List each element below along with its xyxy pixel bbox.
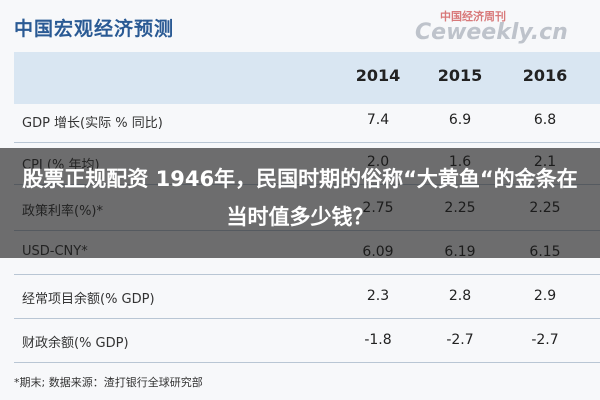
row-divider bbox=[14, 318, 600, 319]
column-header: 2016 bbox=[522, 66, 568, 85]
table-header bbox=[14, 52, 600, 104]
table-cell: 6.9 bbox=[448, 112, 472, 128]
row-label: 财政余额(% GDP) bbox=[22, 336, 129, 351]
watermark: Ceweekly.cn bbox=[415, 20, 568, 45]
title: 中国宏观经济预测 bbox=[14, 18, 175, 40]
row-label: GDP 增长(实际 % 同比) bbox=[22, 116, 163, 131]
table-cell: 7.4 bbox=[366, 112, 390, 128]
table-cell: -1.8 bbox=[364, 332, 392, 348]
watermark: 中国经济周刊 bbox=[440, 10, 506, 23]
row-divider bbox=[14, 362, 600, 363]
row-divider bbox=[14, 142, 600, 143]
table-cell: 2.3 bbox=[366, 288, 390, 304]
row-label: 经常项目余额(% GDP) bbox=[22, 292, 155, 307]
table-cell: 6.8 bbox=[533, 112, 557, 128]
footnote: *期末; 数据来源：渣打银行全球研究部 bbox=[14, 376, 203, 389]
column-header: 2014 bbox=[355, 66, 401, 85]
table-cell: -2.7 bbox=[446, 332, 474, 348]
overlay-title: 股票正规配资 1946年，民国时期的俗称“大黄鱼“的金条在当时值多少钱？ bbox=[22, 167, 578, 229]
row-divider bbox=[14, 274, 600, 275]
table-cell: -2.7 bbox=[531, 332, 559, 348]
column-header: 2015 bbox=[437, 66, 483, 85]
table-cell: 2.8 bbox=[448, 288, 472, 304]
table-cell: 2.9 bbox=[533, 288, 557, 304]
overlay-band bbox=[0, 148, 600, 258]
